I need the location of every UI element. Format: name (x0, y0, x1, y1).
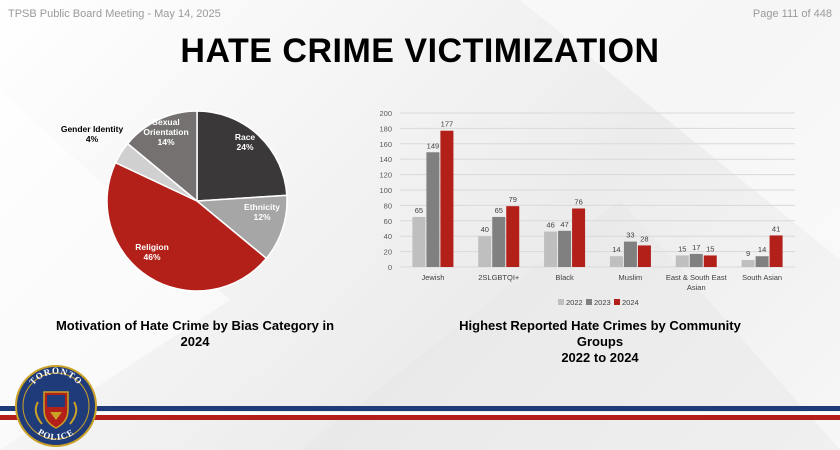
pie-chart-caption: Motivation of Hate Crime by Bias Categor… (40, 318, 350, 350)
bar-south-asian-2023 (755, 256, 769, 267)
bar-muslim-2022 (609, 256, 623, 267)
pie-label-race: Race 24% (235, 132, 256, 152)
x-tick-label: Muslim (619, 273, 643, 282)
y-tick-label: 200 (379, 109, 392, 118)
bar-muslim-2023 (623, 241, 637, 267)
data-label-black-2024: 76 (574, 197, 582, 206)
data-label-jewish-2022: 65 (415, 206, 423, 215)
bar-jewish-2022 (412, 216, 426, 267)
toronto-police-badge-logo: TORONTO POLICE (15, 365, 97, 447)
legend-label-2023: 2023 (594, 298, 611, 307)
pie-slice-religion (106, 161, 268, 292)
data-label-south-asian-2023: 14 (758, 245, 766, 254)
bar-black-2023 (558, 230, 572, 267)
pie-label-religion: Religion 46% (135, 242, 169, 262)
data-label-2slgbtqi-2023: 65 (495, 206, 503, 215)
bar-east-south-east-asian-2023 (689, 253, 703, 267)
y-tick-label: 180 (379, 124, 392, 133)
pie-slice-race (196, 110, 288, 202)
bar-2slgbtqi-2022 (478, 236, 492, 267)
bar-south-asian-2022 (741, 260, 755, 267)
bar-east-south-east-asian-2024 (703, 255, 717, 267)
bar-jewish-2023 (426, 152, 440, 267)
data-label-muslim-2024: 28 (640, 234, 648, 243)
pie-label-gender-identity: Gender Identity 4% (61, 124, 124, 144)
data-label-black-2023: 47 (560, 220, 568, 229)
bar-black-2024 (572, 208, 586, 267)
bar-jewish-2024 (440, 130, 454, 267)
data-label-muslim-2022: 14 (612, 245, 620, 254)
y-tick-label: 20 (384, 248, 392, 257)
data-label-east-south-east-asian-2022: 15 (678, 244, 686, 253)
pie-label-ethnicity: Ethnicity 12% (244, 202, 280, 222)
meeting-header: TPSB Public Board Meeting - May 14, 2025 (8, 8, 221, 20)
page-title: HATE CRIME VICTIMIZATION (180, 32, 660, 70)
legend-label-2024: 2024 (622, 298, 639, 307)
bar-south-asian-2024 (769, 235, 783, 267)
chart-legend: 2022 2023 2024 (558, 298, 639, 307)
y-tick-label: 120 (379, 171, 392, 180)
data-label-muslim-2023: 33 (626, 231, 634, 240)
legend-swatch-2024 (614, 299, 620, 305)
legend-swatch-2023 (586, 299, 592, 305)
footer-stripe-navy (0, 406, 840, 411)
footer-stripe-white (0, 412, 840, 415)
y-tick-label: 160 (379, 140, 392, 149)
bar-caption-line-1: Highest Reported Hate Crimes by Communit… (459, 318, 741, 333)
logo-text-bottom: POLICE (36, 427, 75, 442)
data-label-south-asian-2022: 9 (746, 249, 750, 258)
pie-slice-sexual-orientation (126, 110, 198, 203)
pie-caption-line-2: 2024 (180, 334, 210, 349)
bar-chart-caption: Highest Reported Hate Crimes by Communit… (440, 318, 760, 366)
page-number: Page 111 of 448 (752, 8, 832, 20)
pie-slice-ethnicity (195, 194, 288, 260)
y-tick-label: 80 (384, 201, 392, 210)
y-tick-label: 40 (384, 232, 392, 241)
bar-black-2022 (544, 231, 558, 267)
data-label-jewish-2024: 177 (441, 120, 454, 129)
data-label-2slgbtqi-2024: 79 (509, 195, 517, 204)
legend-label-2022: 2022 (566, 298, 583, 307)
svg-text:POLICE: POLICE (36, 427, 76, 442)
x-tick-label: East & South East Asian (666, 273, 728, 292)
bar-east-south-east-asian-2022 (675, 255, 689, 267)
footer-stripe-red (0, 415, 840, 420)
bar-muslim-2024 (637, 245, 651, 267)
data-label-south-asian-2024: 41 (772, 224, 780, 233)
y-tick-label: 0 (388, 263, 392, 272)
pie-caption-line-1: Motivation of Hate Crime by Bias Categor… (55, 318, 335, 333)
bar-chart-community-groups: 02040608010012014016018020065149177Jewis… (379, 109, 795, 307)
pie-label-sexual-orientation: Sexual Orientation 14% (143, 117, 188, 147)
x-tick-label: Jewish (421, 273, 444, 282)
bar-caption-line-3: 2022 to 2024 (561, 350, 639, 365)
x-tick-label: Black (555, 273, 574, 282)
bar-caption-line-2: Groups (576, 334, 624, 349)
data-label-black-2022: 46 (546, 221, 554, 230)
pie-chart-bias-category: Race 24% Ethnicity 12% Religion 46% Gender Ide… (61, 110, 288, 292)
y-tick-label: 60 (384, 217, 392, 226)
data-label-jewish-2023: 149 (427, 141, 440, 150)
data-label-east-south-east-asian-2024: 15 (706, 244, 714, 253)
data-label-2slgbtqi-2022: 40 (481, 225, 489, 234)
bar-2slgbtqi-2024 (506, 206, 520, 267)
y-tick-label: 100 (379, 186, 392, 195)
legend-swatch-2022 (558, 299, 564, 305)
data-label-east-south-east-asian-2023: 17 (692, 243, 700, 252)
x-tick-label: 2SLGBTQI+ (478, 273, 520, 282)
y-tick-label: 140 (379, 155, 392, 164)
x-tick-label: South Asian (742, 273, 782, 282)
bar-2slgbtqi-2023 (492, 216, 506, 267)
